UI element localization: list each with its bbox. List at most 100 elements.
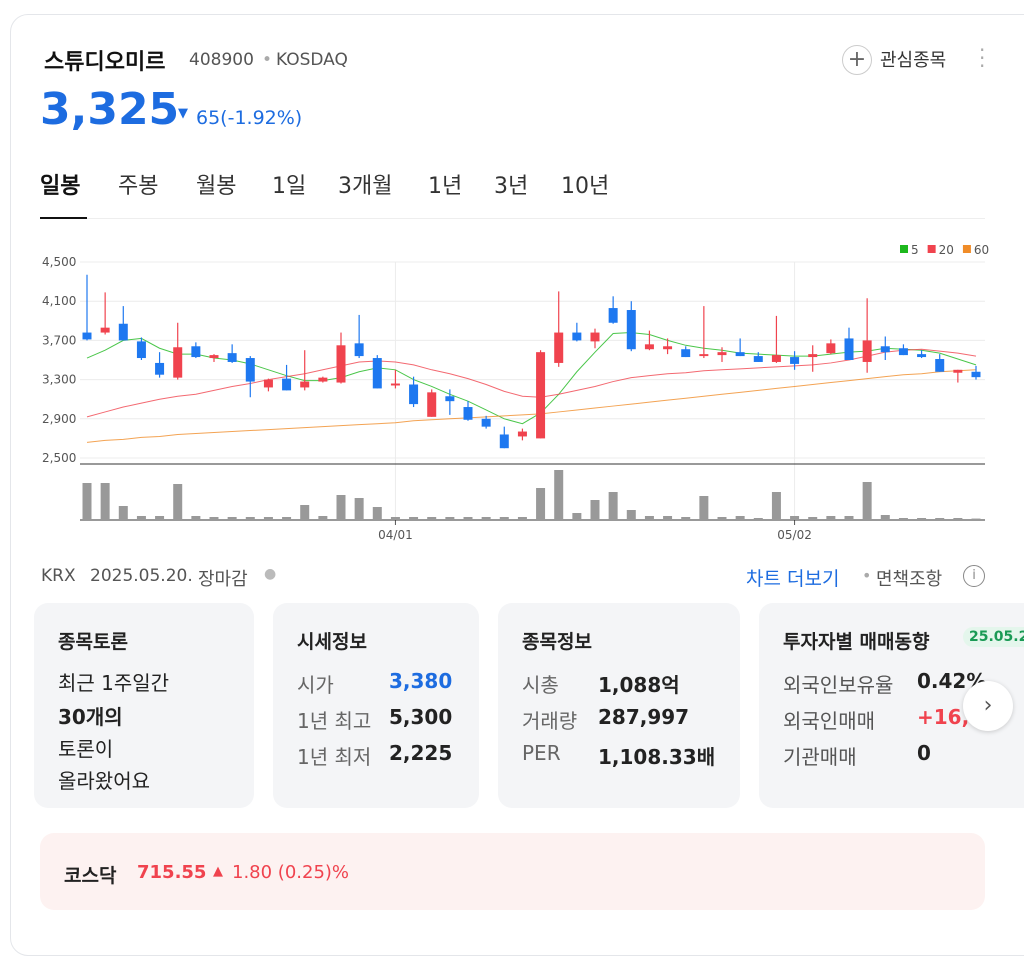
legend-label: 20 [939, 243, 954, 257]
up-arrow: ▲ [213, 864, 223, 879]
tab[interactable]: 10년 [561, 174, 610, 199]
candle-body [699, 354, 709, 357]
tab[interactable]: 3개월 [338, 174, 393, 199]
more-menu[interactable]: · · · [979, 38, 986, 78]
volume-bar [536, 488, 546, 520]
row-value: 1,088억 [598, 673, 680, 697]
volume-bar [463, 517, 473, 520]
x-tick-label: 05/02 [777, 528, 812, 542]
volume-bar [263, 517, 273, 520]
candle-body [898, 348, 908, 356]
volume-bar [118, 506, 128, 520]
volume-bar [953, 518, 963, 520]
tab[interactable]: 주봉 [118, 174, 159, 199]
card-text: 30개의 [58, 705, 123, 729]
row-value: 1,108.33배 [598, 745, 716, 769]
card-title: 시세정보 [297, 631, 367, 653]
candle-body [971, 371, 981, 378]
candle-body [517, 431, 527, 437]
candle-body [136, 341, 146, 359]
volume-bar [626, 510, 636, 520]
tab[interactable]: 1년 [428, 174, 463, 199]
volume-bar [826, 516, 836, 520]
candle-body [844, 338, 854, 360]
legend-swatch [927, 245, 936, 253]
candle-body [663, 346, 673, 350]
tab[interactable]: 일봉 [40, 174, 81, 199]
volume-bar [517, 517, 527, 520]
tab-underline [40, 217, 87, 219]
volume-bar [717, 517, 727, 520]
ma-line [86, 369, 977, 443]
candle-body [572, 332, 582, 341]
candle-body [608, 308, 618, 323]
candle-chart: 2,500 2,900 3,300 3,700 4,100 4,500 04/01 05/02… [42, 243, 989, 542]
status: 장마감 [198, 569, 248, 590]
dot: • [862, 566, 872, 585]
card-title: 종목토론 [58, 631, 128, 653]
volume-bar [917, 518, 927, 520]
volume-bar [935, 518, 945, 520]
candle-body [590, 332, 600, 342]
candle-body [155, 362, 165, 375]
price: 3,325 [40, 84, 180, 135]
stock-name: 스튜디오미르 [44, 50, 166, 75]
investor-card[interactable]: 투자자별 매매동향 25.05.2 외국인보유율 0.42% 외국인매매 +16… [759, 603, 1024, 808]
candle-body [790, 357, 800, 364]
volume-bar [753, 518, 763, 520]
candle-body [735, 352, 745, 357]
volume-bar [790, 516, 800, 520]
volume-bar [445, 517, 455, 520]
y-tick-label: 2,900 [42, 412, 76, 426]
next-button[interactable]: › [963, 681, 1013, 731]
volume-bar [971, 518, 981, 520]
tab[interactable]: 월봉 [196, 174, 237, 199]
card-title: 종목정보 [522, 631, 592, 653]
volume-bar [318, 516, 328, 520]
candle-body [626, 310, 636, 350]
volume-bar [209, 517, 219, 520]
candle-body [953, 369, 963, 373]
volume-bar [481, 517, 491, 520]
dot: • [262, 50, 273, 70]
row-label: 외국인보유율 [783, 673, 894, 697]
exchange: KRX [41, 566, 76, 586]
candle-body [753, 356, 763, 362]
watch-button[interactable]: 관심종목 [880, 50, 947, 71]
card-text: 올라왔어요 [58, 769, 150, 793]
disclaimer-link[interactable]: 면책조항 [876, 569, 943, 590]
row-value: 2,225 [389, 741, 453, 765]
add-icon[interactable]: + [842, 45, 872, 75]
tab[interactable]: 1일 [272, 174, 307, 199]
volume-bar [880, 515, 890, 520]
volume-bar [771, 492, 781, 520]
row-value: 5,300 [389, 705, 453, 729]
candle-body [263, 379, 273, 388]
candle-body [427, 392, 437, 417]
index-name: 코스닥 [64, 865, 117, 887]
row-label: PER [522, 741, 561, 765]
candle-body [463, 407, 473, 420]
price-info-card[interactable]: 시세정보 시가 3,380 1년 최고 5,300 1년 최저 2,225 [273, 603, 479, 808]
row-value: 287,997 [598, 705, 690, 729]
volume-bar [282, 517, 292, 520]
index-bar[interactable] [40, 833, 985, 910]
volume-bar [735, 516, 745, 520]
stock-info-card[interactable]: 종목정보 시총 1,088억 거래량 287,997 PER 1,108.33배 [498, 603, 740, 808]
candle-body [481, 418, 491, 427]
candle-body [644, 344, 654, 350]
tab[interactable]: 3년 [494, 174, 529, 199]
candle-body [808, 354, 818, 358]
row-value: +16, [917, 705, 970, 729]
y-tick-label: 4,500 [42, 255, 76, 269]
discussion-card[interactable]: 종목토론 최근 1주일간 30개의 토론이 올라왔어요 [34, 603, 254, 808]
volume-bar [681, 517, 691, 520]
candle-body [336, 345, 346, 383]
volume-bar [227, 517, 237, 520]
candle-body [880, 346, 890, 353]
card-title: 투자자별 매매동향 [783, 631, 930, 653]
chart-more-link[interactable]: 차트 더보기 [746, 568, 840, 590]
info-icon[interactable]: i [963, 565, 985, 587]
candle-body [354, 343, 364, 357]
candle-body [372, 358, 382, 389]
